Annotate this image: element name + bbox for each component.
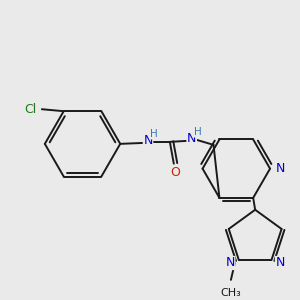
Text: H: H	[150, 129, 158, 139]
Text: H: H	[194, 127, 202, 137]
Text: N: N	[187, 132, 196, 146]
Text: N: N	[143, 134, 153, 147]
Text: CH₃: CH₃	[220, 288, 241, 298]
Text: N: N	[226, 256, 235, 269]
Text: Cl: Cl	[25, 103, 37, 116]
Text: N: N	[276, 162, 285, 175]
Text: N: N	[275, 256, 285, 269]
Text: O: O	[170, 166, 180, 179]
